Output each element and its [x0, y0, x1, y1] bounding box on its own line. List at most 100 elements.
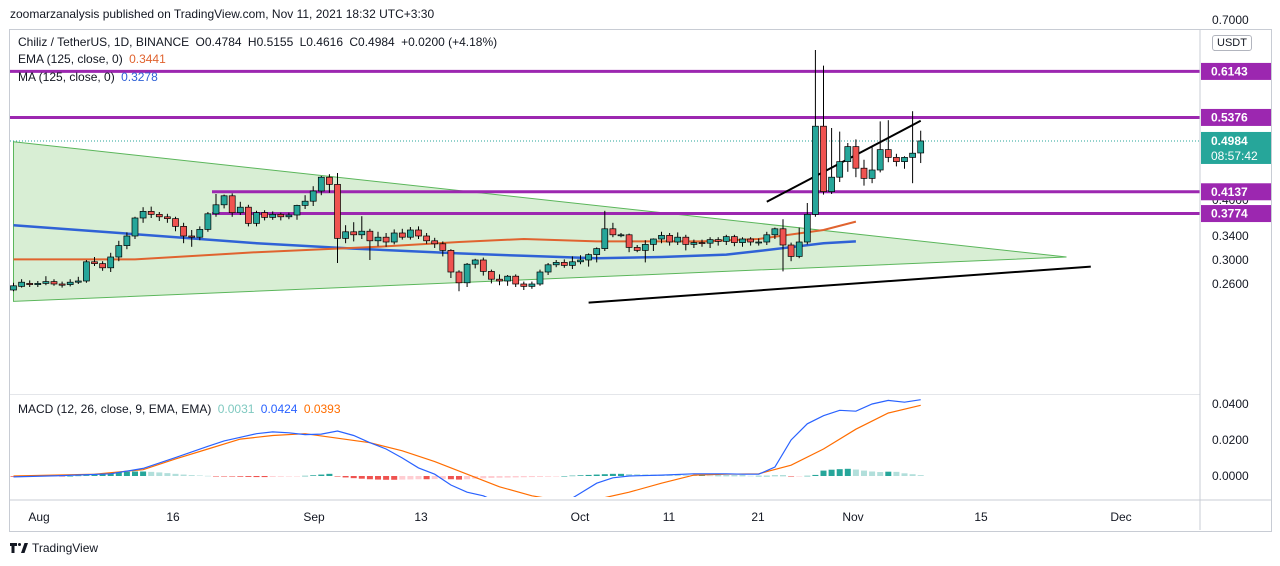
- candle-78: [641, 240, 649, 263]
- candle-32: [269, 211, 277, 220]
- ema-legend: EMA (125, close, 0) 0.3441: [18, 52, 169, 66]
- candle-111: [909, 111, 916, 184]
- macd-hist-bar-60: [496, 476, 503, 478]
- macd-hist-bar-110: [901, 473, 908, 476]
- candle-body: [625, 234, 633, 248]
- candle-body: [83, 261, 90, 282]
- candle-body: [447, 250, 455, 273]
- macd-hist-bar-75: [618, 473, 624, 476]
- candle-10: [91, 257, 98, 266]
- macd-hist-bar-103: [844, 468, 851, 476]
- ema-label: EMA (125, close, 0): [18, 52, 123, 66]
- candle-body: [91, 261, 98, 264]
- macd-hist-bar-72: [593, 474, 600, 476]
- candle-82: [674, 232, 682, 245]
- price-tick: 0.7000: [1212, 13, 1249, 27]
- macd-tick: 0.0000: [1212, 469, 1249, 483]
- macd-hist-bar-89: [731, 475, 738, 477]
- level-label-0: 0.6143: [1201, 62, 1271, 80]
- macd-hist-bar-92: [755, 475, 762, 477]
- macd-hist-bar-56: [464, 476, 471, 480]
- countdown-text: 08:57:42: [1211, 149, 1258, 163]
- candle-101: [828, 128, 835, 194]
- candle-body: [884, 149, 892, 158]
- candle-26: [220, 194, 228, 209]
- candle-body: [342, 231, 349, 239]
- candle-29: [245, 204, 252, 227]
- candle-6: [58, 281, 66, 288]
- candle-15: [131, 216, 139, 239]
- candle-body: [196, 229, 204, 238]
- candle-77: [633, 245, 641, 253]
- candle-body: [309, 190, 317, 202]
- candle-body: [212, 204, 220, 215]
- candle-105: [860, 159, 868, 186]
- macd-hist-bar-67: [553, 476, 560, 477]
- macd-hist-bar-74: [609, 473, 616, 476]
- macd-hist-bar-41: [342, 476, 349, 478]
- level-label-5-bg: [1201, 205, 1271, 223]
- candle-body: [139, 211, 147, 219]
- candle-2: [26, 280, 34, 287]
- candle-86: [706, 237, 714, 248]
- candle-body: [714, 239, 722, 242]
- candle-body: [423, 235, 430, 242]
- candle-3: [34, 281, 42, 287]
- candle-body: [698, 242, 706, 244]
- candle-41: [342, 225, 349, 244]
- macd-hist-bar-23: [196, 475, 203, 476]
- candle-body: [123, 235, 131, 246]
- macd-hist-bar-33: [277, 476, 284, 477]
- price-tick: 0.2600: [1212, 277, 1249, 291]
- candle-body: [382, 236, 390, 243]
- level-label-1-text: 0.5376: [1211, 110, 1248, 124]
- macd-hist-bar-66: [545, 476, 552, 477]
- candle-63: [520, 281, 528, 290]
- candle-body: [334, 184, 341, 239]
- candle-body: [682, 236, 690, 245]
- candle-body: [803, 214, 811, 243]
- candle-body: [909, 152, 916, 158]
- macd-hist-bar-98: [804, 475, 811, 477]
- candle-100: [820, 65, 827, 195]
- candle-4: [42, 276, 50, 286]
- candle-21: [180, 222, 187, 244]
- candle-18: [155, 212, 163, 221]
- candle-body: [795, 241, 803, 257]
- candle-body: [876, 149, 884, 171]
- candle-65: [536, 269, 544, 286]
- candle-body: [917, 140, 925, 154]
- candle-92: [755, 238, 763, 246]
- candle-body: [74, 280, 82, 283]
- candle-45: [374, 231, 382, 247]
- publisher-header: zoomarzanalysis published on TradingView…: [10, 7, 435, 21]
- candle-body: [220, 195, 228, 206]
- candle-body: [739, 238, 746, 243]
- candle-47: [390, 229, 398, 245]
- time-tick: 11: [663, 510, 676, 524]
- macd-hist-bar-68: [561, 476, 568, 477]
- candle-90: [739, 237, 746, 247]
- candle-body: [236, 206, 244, 213]
- candle-body: [901, 157, 908, 162]
- candle-body: [787, 244, 795, 257]
- macd-hist-bar-18: [156, 472, 163, 476]
- candle-72: [593, 247, 601, 263]
- macd-hist-bar-97: [796, 476, 803, 477]
- macd-hist-bar-16: [140, 471, 147, 476]
- macd-hist-bar-109: [893, 471, 900, 476]
- candle-body: [641, 244, 649, 251]
- candle-body: [439, 243, 447, 251]
- candle-33: [277, 212, 285, 221]
- macd-hist-bar-95: [780, 475, 786, 477]
- candle-body: [277, 214, 285, 218]
- candle-body: [42, 281, 50, 284]
- currency-badge[interactable]: USDT: [1212, 35, 1252, 51]
- support-trendline: [588, 265, 1091, 304]
- candle-31: [261, 210, 268, 221]
- candle-body: [488, 271, 495, 280]
- candle-body: [50, 281, 58, 285]
